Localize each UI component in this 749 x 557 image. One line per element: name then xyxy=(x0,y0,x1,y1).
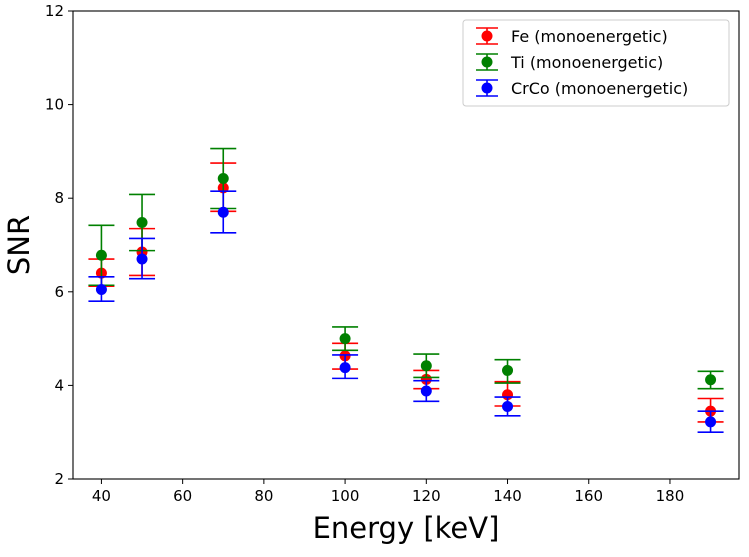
x-tick-label: 160 xyxy=(574,487,603,505)
legend-entry-2: CrCo (monoenergetic) xyxy=(476,79,688,98)
data-point xyxy=(217,206,229,218)
plot-area xyxy=(88,147,724,434)
data-point xyxy=(95,249,107,261)
legend-marker xyxy=(481,56,493,68)
data-point xyxy=(502,364,514,376)
data-point xyxy=(136,217,148,229)
x-tick-label: 140 xyxy=(493,487,522,505)
data-point xyxy=(420,360,432,372)
legend: Fe (monoenergetic) Ti (monoenergetic) CrCo… xyxy=(462,19,730,107)
data-point xyxy=(136,253,148,265)
series-0 xyxy=(88,162,724,423)
y-tick-label: 12 xyxy=(45,2,64,20)
data-point xyxy=(705,374,717,386)
legend-marker xyxy=(481,30,493,42)
legend-entry-1: Ti (monoenergetic) xyxy=(476,53,663,72)
x-tick-label: 60 xyxy=(173,487,192,505)
x-tick-label: 40 xyxy=(92,487,111,505)
data-point xyxy=(339,333,351,345)
legend-label: CrCo (monoenergetic) xyxy=(511,79,688,98)
series-2 xyxy=(88,190,724,434)
series-1 xyxy=(88,147,724,390)
y-tick-label: 10 xyxy=(45,96,64,114)
data-point xyxy=(705,416,717,428)
data-point xyxy=(420,373,432,385)
y-tick-label: 4 xyxy=(54,376,64,394)
y-axis-title: SNR xyxy=(2,215,36,275)
x-tick-label: 100 xyxy=(331,487,360,505)
data-point xyxy=(217,173,229,185)
x-tick-label: 80 xyxy=(254,487,273,505)
legend-label: Fe (monoenergetic) xyxy=(511,27,668,46)
legend-box xyxy=(462,19,730,107)
data-point xyxy=(502,400,514,412)
legend-entry-0: Fe (monoenergetic) xyxy=(476,27,668,46)
data-point xyxy=(420,385,432,397)
axes: 40 60 80 100 120 140 160 180 2 4 6 8 10 12 xyxy=(45,2,740,505)
y-tick-label: 6 xyxy=(54,283,64,301)
legend-marker xyxy=(481,82,493,94)
x-tick-label: 120 xyxy=(412,487,441,505)
axes-frame xyxy=(72,10,740,480)
y-tick-label: 2 xyxy=(54,470,64,488)
x-axis-title: Energy [keV] xyxy=(313,511,500,545)
x-tick-label: 180 xyxy=(656,487,685,505)
y-tick-label: 8 xyxy=(54,189,64,207)
data-point xyxy=(339,362,351,374)
data-point xyxy=(95,283,107,295)
legend-label: Ti (monoenergetic) xyxy=(510,53,663,72)
